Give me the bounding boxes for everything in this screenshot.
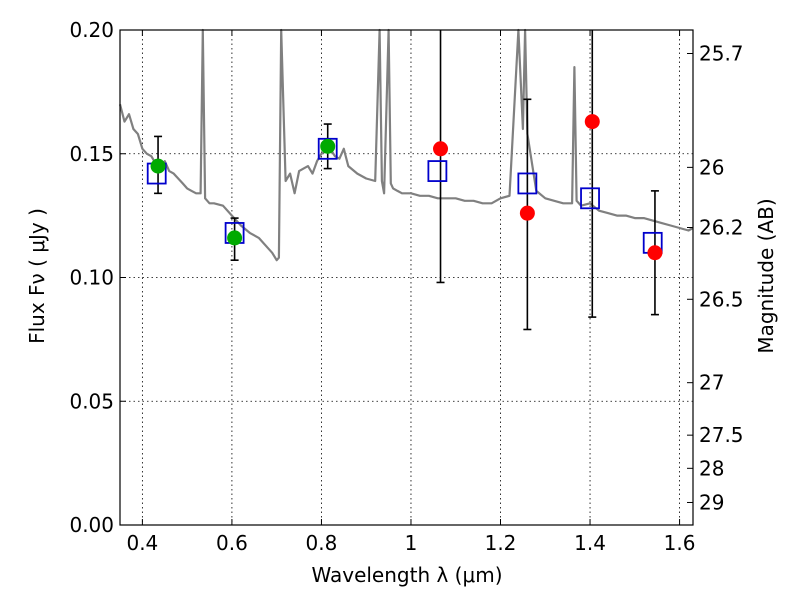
model-point-square <box>427 160 448 182</box>
y2-tick-label: 27 <box>699 371 724 395</box>
y2-axis-ticks: 25.7 26 26.2 26.5 27 27.5 28 29 <box>687 42 744 514</box>
observed-point <box>227 230 243 246</box>
y-tick-label: 0.00 <box>69 513 114 537</box>
x-tick-label: 1.2 <box>485 531 517 555</box>
observed-point <box>150 158 166 174</box>
observed-points <box>150 114 663 261</box>
y2-tick-label: 26.2 <box>699 216 744 240</box>
model-point-square <box>580 187 600 210</box>
model-spectrum-line <box>118 28 694 262</box>
y2-tick-label: 26 <box>699 155 724 179</box>
y2-tick-label: 25.7 <box>699 42 744 66</box>
y-tick-label: 0.10 <box>69 266 114 290</box>
observed-point <box>647 245 663 261</box>
y2-tick-label: 27.5 <box>699 423 744 447</box>
x-tick-label: 1 <box>405 531 418 555</box>
y2-tick-label: 29 <box>699 490 724 514</box>
x-axis-label: Wavelength λ (μm) <box>311 563 502 587</box>
model-spectrum <box>118 28 694 262</box>
model-point-square <box>317 137 338 160</box>
y-tick-label: 0.05 <box>69 389 114 413</box>
y2-tick-label: 26.5 <box>699 287 744 311</box>
observed-point <box>584 114 600 130</box>
observed-point <box>519 205 535 221</box>
y-tick-label: 0.20 <box>69 18 114 42</box>
x-tick-label: 1.4 <box>574 531 606 555</box>
observed-point <box>320 138 336 154</box>
y2-tick-label: 28 <box>699 456 724 480</box>
y-axis-label: Flux Fν ( μJy ) <box>25 208 49 344</box>
y-tick-label: 0.15 <box>69 142 114 166</box>
error-bars <box>154 30 659 331</box>
x-tick-label: 0.4 <box>126 531 158 555</box>
y2-axis-label: Magnitude (AB) <box>754 198 778 353</box>
grid-lines <box>120 29 693 526</box>
y-axis-ticks: 0.00 0.05 0.10 0.15 0.20 <box>69 18 126 537</box>
x-tick-label: 1.6 <box>664 531 696 555</box>
x-axis-ticks: 0.4 0.6 0.8 1 1.2 1.4 1.6 <box>126 30 695 555</box>
model-points <box>146 137 663 254</box>
x-tick-label: 0.8 <box>306 531 338 555</box>
x-tick-label: 0.6 <box>216 531 248 555</box>
model-point-square <box>517 172 538 195</box>
observed-point <box>433 141 449 157</box>
